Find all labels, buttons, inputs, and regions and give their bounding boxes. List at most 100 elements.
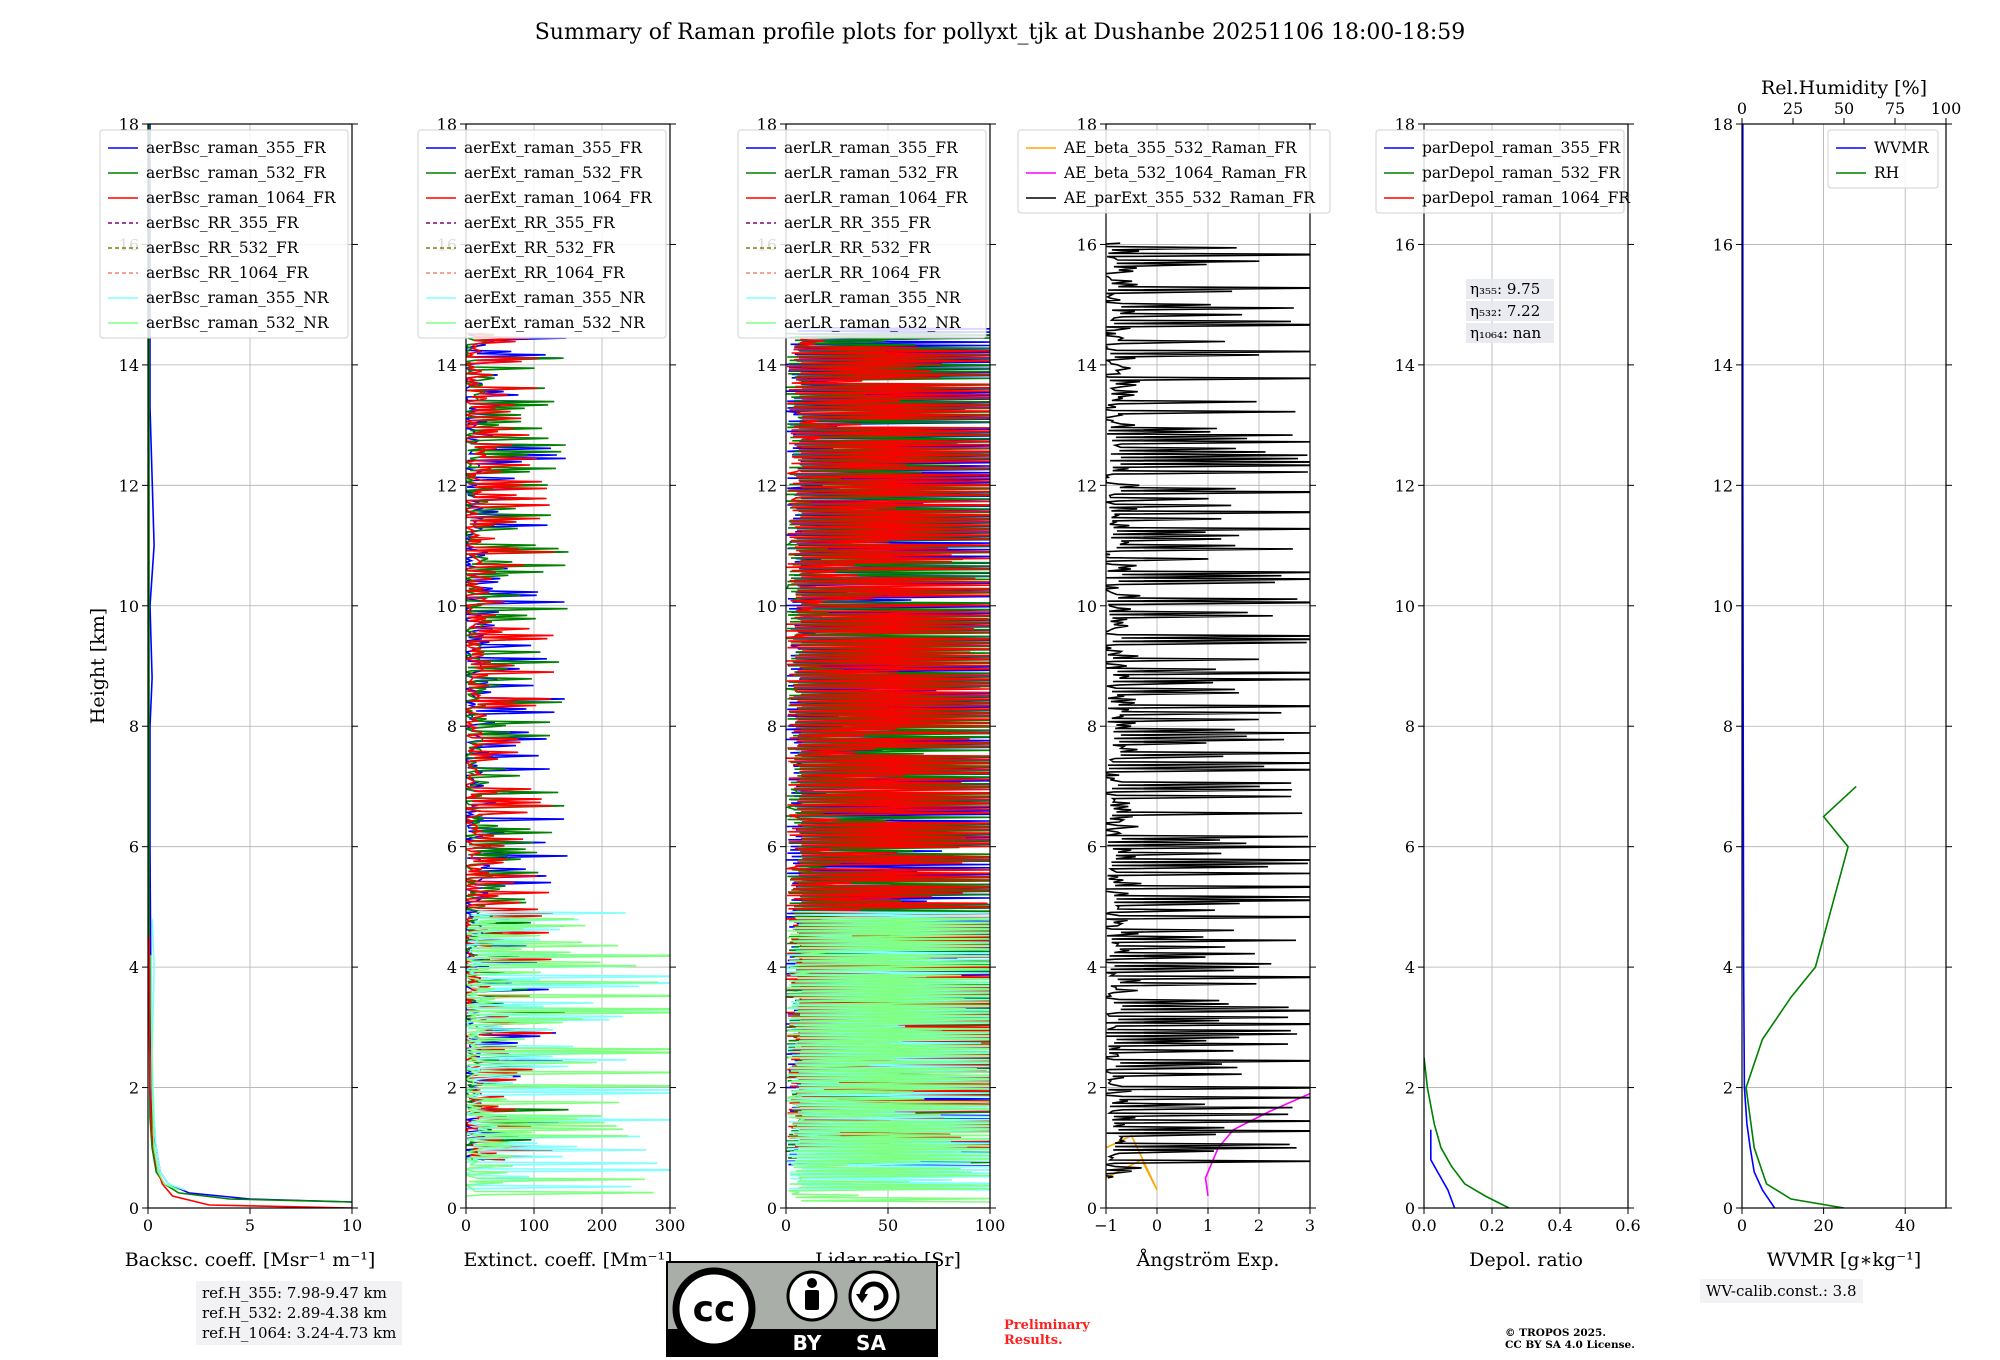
y-tick-label: 2 — [1723, 1079, 1733, 1098]
y-tick-label: 4 — [129, 958, 139, 977]
legend-box — [1017, 129, 1331, 214]
legend-label: AE_parExt_355_532_Raman_FR — [1063, 189, 1316, 207]
y-tick-label: 6 — [1723, 838, 1733, 857]
legend-box — [737, 129, 987, 339]
y-tick-label: 16 — [1077, 235, 1097, 254]
series-line-aerExt_raman_532_NR — [466, 916, 670, 1197]
y-tick-label: 4 — [1405, 958, 1415, 977]
series-line-aerBsc_raman_1064_FR — [148, 936, 352, 1208]
x2-tick-label: 50 — [1834, 99, 1854, 118]
y-tick-label: 8 — [1723, 717, 1733, 736]
x-tick-label: 0 — [781, 1216, 791, 1235]
y-tick-label: 10 — [1077, 597, 1097, 616]
series-group — [1424, 1057, 1510, 1208]
y-tick-label: 2 — [767, 1079, 777, 1098]
x-tick-label: 0.2 — [1479, 1216, 1504, 1235]
series-line-parDepol_raman_355_FR — [1430, 1129, 1456, 1208]
y-tick-label: 10 — [119, 597, 139, 616]
y-tick-label: 0 — [447, 1199, 457, 1218]
eta-annotation: η₃₅₅: 9.75 — [1470, 280, 1540, 298]
series-line-AE_parExt_355_532_Raman_FR — [1106, 242, 1310, 1179]
x-tick-label: 5 — [245, 1216, 255, 1235]
legend-label: parDepol_raman_355_FR — [1422, 139, 1622, 157]
axes-frame — [465, 123, 671, 1209]
x-tick-label: 300 — [655, 1216, 686, 1235]
y-tick-label: 10 — [757, 597, 777, 616]
y-tick-label: 2 — [447, 1079, 457, 1098]
series-group — [1742, 124, 1857, 1208]
x-tick-label: 0.4 — [1547, 1216, 1572, 1235]
y-tick-label: 0 — [129, 1199, 139, 1218]
y-tick-label: 8 — [767, 717, 777, 736]
legend-label: aerBsc_raman_355_NR — [146, 289, 330, 307]
series-line-AE_beta_355_532_Raman_FR — [1106, 1134, 1158, 1191]
y-tick-label: 2 — [1405, 1079, 1415, 1098]
panel-wv: 0 20 40 0 2 4 6 8 10 12 14 16 18 WVMR [g∗kg⁻¹] 0 25 50 75… — [1713, 77, 1962, 1271]
y-tick-label: 12 — [1077, 476, 1097, 495]
wv-calibration-box: WV-calib.const.: 3.8 — [1700, 1279, 1863, 1303]
badge-by-label: BY — [793, 1331, 822, 1355]
legend-label: aerLR_raman_1064_FR — [784, 189, 969, 207]
x-tick-label: 1 — [1203, 1216, 1213, 1235]
series-line-aerBsc_raman_355_NR — [151, 918, 185, 1191]
series-line-aerLR_raman_532_NR — [786, 916, 990, 1203]
axes-frame — [1105, 123, 1311, 1209]
legend-label: RH — [1874, 164, 1899, 182]
eta-annotation: η₅₃₂: 7.22 — [1470, 302, 1540, 320]
x-tick-label: 0 — [1737, 1216, 1747, 1235]
y-tick-label: 4 — [767, 958, 777, 977]
cc-by-sa-badge: cc BY SA — [666, 1261, 938, 1357]
person-icon — [786, 1270, 838, 1322]
legend-label: parDepol_raman_1064_FR — [1422, 189, 1631, 207]
tropos-license-note: © TROPOS 2025. CC BY SA 4.0 License. — [1505, 1327, 1635, 1351]
legend-label: aerBsc_RR_532_FR — [146, 239, 300, 257]
legend-label: aerLR_raman_355_FR — [784, 139, 959, 157]
figure-title: Summary of Raman profile plots for polly… — [534, 20, 1466, 45]
x-tick-label: 0.6 — [1615, 1216, 1640, 1235]
axes-frame — [1741, 123, 1947, 1209]
y-tick-label: 12 — [757, 476, 777, 495]
share-alike-icon — [848, 1270, 900, 1322]
y-tick-label: 0 — [1087, 1199, 1097, 1218]
y-tick-label: 4 — [447, 958, 457, 977]
series-line-RH — [1745, 785, 1857, 1208]
y-axis-label: Height [km] — [87, 608, 109, 724]
legend-label: parDepol_raman_532_FR — [1422, 164, 1622, 182]
legend-label: AE_beta_532_1064_Raman_FR — [1063, 164, 1308, 182]
y-tick-label: 16 — [1713, 235, 1733, 254]
panel-bsc: 0510024681012141618Backsc. coeff. [Msr⁻¹… — [87, 115, 375, 1271]
y-tick-label: 6 — [767, 838, 777, 857]
legend-box — [417, 129, 667, 339]
y-tick-label: 12 — [119, 476, 139, 495]
y-tick-label: 2 — [129, 1079, 139, 1098]
axes-frame — [147, 123, 353, 1209]
y-tick-label: 4 — [1723, 958, 1733, 977]
y-tick-label: 0 — [1723, 1199, 1733, 1218]
x-tick-label: 3 — [1305, 1216, 1315, 1235]
series-group — [466, 332, 670, 1197]
x-tick-label: 0 — [143, 1216, 153, 1235]
x-tick-label: 100 — [519, 1216, 550, 1235]
annotation-bg — [1466, 323, 1554, 343]
x-axis-label: Depol. ratio — [1469, 1249, 1583, 1271]
legend-label: aerLR_RR_1064_FR — [784, 264, 942, 282]
y-tick-label: 14 — [757, 356, 777, 375]
y-tick-label: 8 — [129, 717, 139, 736]
legend-label: aerLR_raman_532_NR — [784, 314, 962, 332]
legend-label: aerLR_raman_532_FR — [784, 164, 959, 182]
y-tick-label: 18 — [1395, 115, 1415, 134]
series-group — [1106, 242, 1310, 1197]
y-tick-label: 18 — [757, 115, 777, 134]
x-axis-label: Extinct. coeff. [Mm⁻¹] — [463, 1249, 672, 1271]
y-tick-label: 18 — [1713, 115, 1733, 134]
y-tick-label: 14 — [437, 356, 457, 375]
axes-frame — [1423, 123, 1629, 1209]
annotation-bg — [1466, 279, 1554, 299]
x-tick-label: 40 — [1895, 1216, 1915, 1235]
y-tick-label: 8 — [1405, 717, 1415, 736]
y-tick-label: 12 — [1713, 476, 1733, 495]
series-group — [786, 326, 990, 1203]
y-tick-label: 0 — [1405, 1199, 1415, 1218]
y-tick-label: 10 — [437, 597, 457, 616]
y-tick-label: 18 — [437, 115, 457, 134]
